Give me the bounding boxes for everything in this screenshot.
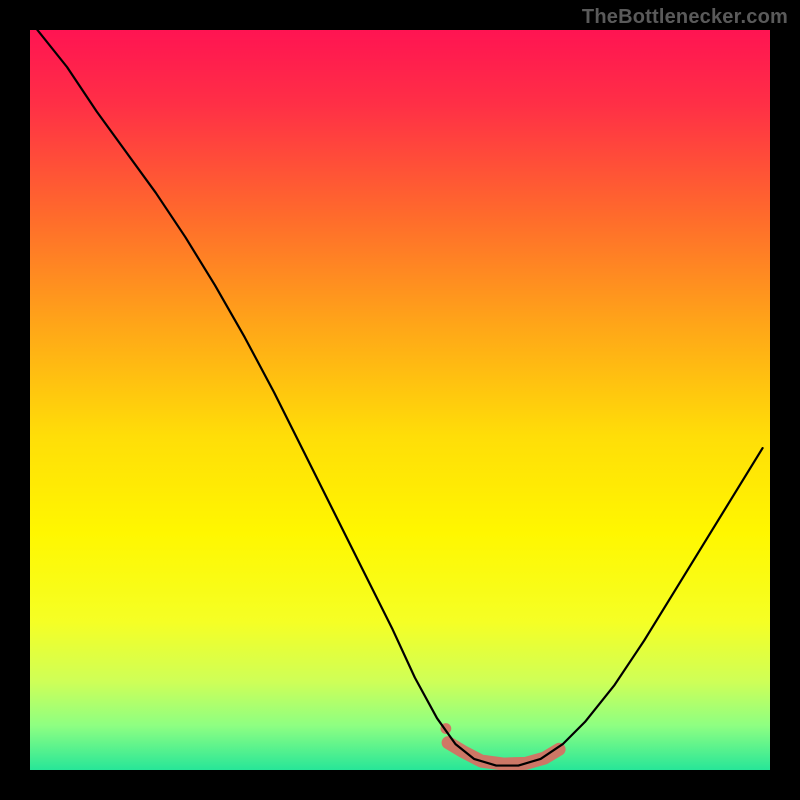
curve-overlay [30,30,770,770]
plot-area [30,30,770,770]
chart-frame: TheBottlenecker.com [0,0,800,800]
main-curve [37,30,762,766]
watermark-text: TheBottlenecker.com [582,6,788,29]
highlight-band [448,743,559,764]
